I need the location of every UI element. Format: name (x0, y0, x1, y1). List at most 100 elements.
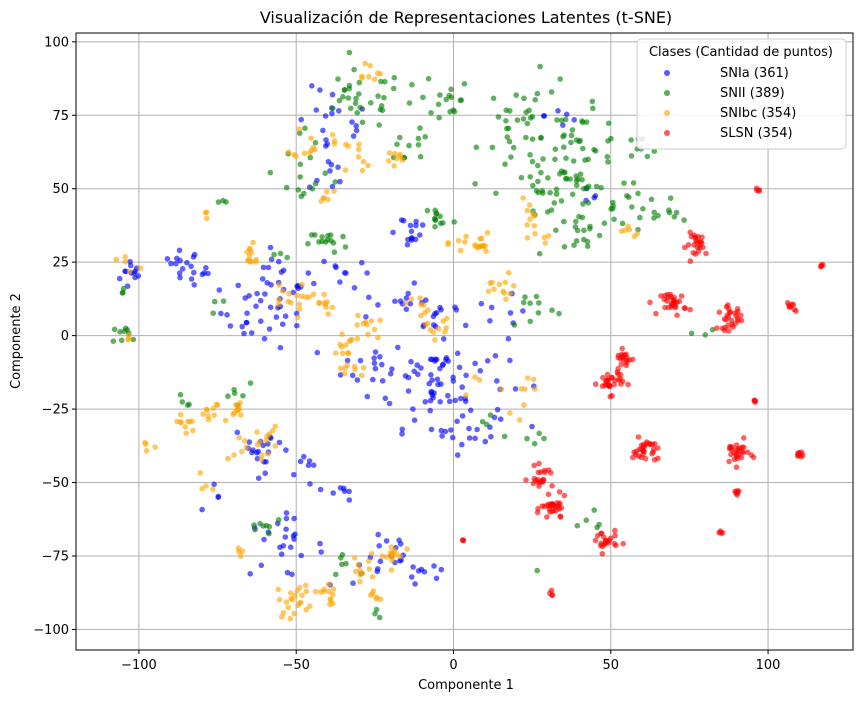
scatter-point (633, 448, 639, 455)
scatter-point (385, 158, 392, 164)
scatter-point (337, 341, 344, 348)
scatter-point (220, 298, 227, 304)
scatter-point (472, 435, 478, 442)
scatter-point (296, 306, 303, 312)
scatter-point (561, 218, 567, 225)
scatter-point (561, 244, 568, 250)
scatter-point (345, 143, 352, 150)
scatter-point (305, 240, 311, 247)
scatter-point (613, 542, 619, 549)
scatter-point (204, 407, 210, 413)
scatter-point (340, 94, 346, 100)
scatter-point (272, 443, 279, 449)
scatter-point (267, 244, 274, 251)
scatter-point (239, 323, 245, 330)
scatter-point (535, 310, 542, 316)
scatter-point (608, 135, 614, 142)
scatter-point (732, 320, 739, 327)
scatter-point (333, 571, 339, 578)
scatter-point (331, 249, 338, 255)
scatter-point (443, 325, 449, 331)
scatter-point (329, 304, 336, 311)
scatter-point (350, 580, 356, 586)
scatter-point (371, 360, 378, 367)
scatter-point (552, 503, 559, 510)
scatter-point (608, 206, 614, 212)
scatter-point (424, 320, 431, 327)
scatter-point (277, 344, 284, 351)
scatter-point (623, 362, 630, 369)
scatter-point (299, 592, 305, 599)
scatter-point (379, 378, 386, 384)
scatter-point (279, 288, 286, 294)
scatter-point (390, 229, 396, 236)
scatter-point (503, 118, 509, 124)
scatter-point (408, 228, 415, 235)
scatter-point (492, 353, 499, 359)
scatter-point (432, 337, 438, 343)
scatter-point (250, 239, 256, 246)
scatter-point (612, 532, 618, 539)
scatter-point (126, 268, 133, 275)
scatter-point (271, 251, 277, 258)
scatter-point (391, 163, 398, 169)
scatter-point (188, 263, 194, 270)
scatter-point (563, 155, 569, 161)
scatter-point (367, 62, 373, 69)
scatter-point (275, 296, 282, 303)
scatter-point (372, 349, 379, 355)
scatter-point (191, 269, 197, 276)
scatter-point (579, 176, 585, 183)
scatter-point (211, 481, 217, 488)
scatter-point (346, 338, 353, 344)
scatter-point (325, 196, 331, 203)
legend-label: SNII (389) (720, 86, 785, 101)
scatter-point (551, 200, 558, 206)
scatter-point (342, 244, 349, 250)
scatter-point (596, 232, 603, 239)
scatter-point (629, 204, 635, 210)
scatter-point (329, 110, 335, 117)
scatter-point (201, 270, 207, 276)
scatter-point (390, 550, 397, 556)
scatter-point (415, 142, 422, 148)
scatter-point (270, 427, 276, 434)
scatter-point (698, 238, 704, 245)
scatter-point (520, 299, 527, 306)
scatter-point (291, 515, 297, 522)
scatter-point (125, 336, 132, 342)
scatter-point (512, 386, 519, 392)
legend-marker (664, 130, 670, 136)
scatter-point (317, 540, 323, 547)
scatter-point (325, 232, 331, 239)
scatter-point (276, 282, 282, 288)
scatter-point (653, 310, 659, 317)
y-tick-label: 50 (52, 182, 69, 197)
scatter-point (227, 323, 234, 329)
scatter-point (456, 364, 463, 371)
scatter-point (507, 290, 513, 297)
scatter-point (618, 381, 624, 387)
scatter-point (476, 377, 483, 383)
scatter-point (318, 549, 325, 555)
scatter-point (408, 296, 415, 302)
scatter-point (369, 574, 376, 580)
scatter-point (391, 74, 398, 81)
scatter-point (191, 282, 197, 288)
scatter-point (215, 493, 222, 500)
scatter-point (477, 368, 484, 374)
scatter-point (502, 161, 508, 167)
scatter-point (111, 326, 118, 333)
scatter-point (339, 350, 346, 357)
scatter-point (651, 446, 657, 452)
scatter-point (560, 133, 566, 140)
scatter-point (409, 81, 415, 88)
scatter-point (452, 397, 459, 404)
y-tick-label: 25 (52, 256, 69, 271)
scatter-point (520, 308, 526, 314)
scatter-point (427, 356, 434, 363)
scatter-point (453, 307, 460, 313)
scatter-point (373, 606, 380, 613)
x-axis-ticks: −100 −50 0 50 100 (121, 650, 780, 673)
scatter-point (604, 376, 611, 383)
